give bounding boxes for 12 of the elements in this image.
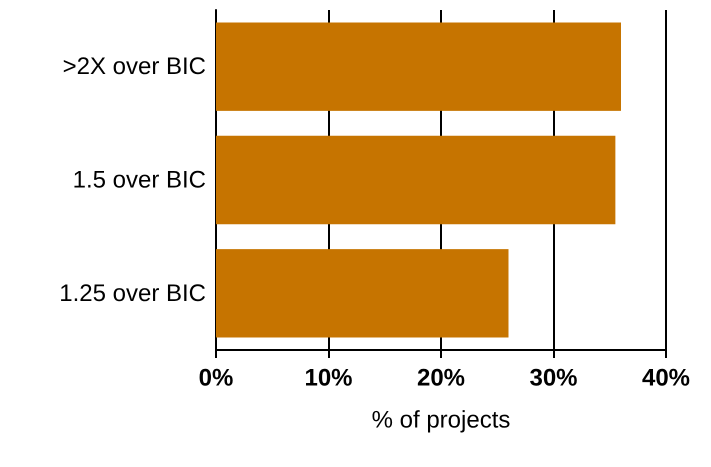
x-axis-title: % of projects bbox=[372, 406, 510, 434]
x-tick-label: 20% bbox=[416, 364, 466, 392]
y-tick-label: 1.25 over BIC bbox=[59, 280, 206, 307]
bar bbox=[216, 136, 616, 224]
bar bbox=[216, 22, 621, 111]
y-tick-label: >2X over BIC bbox=[62, 53, 206, 80]
y-tick-label: 1.5 over BIC bbox=[72, 166, 206, 194]
x-tick-label: 30% bbox=[529, 364, 578, 392]
x-tick-label: 40% bbox=[642, 364, 690, 392]
bar bbox=[216, 249, 508, 338]
x-tick-label: 10% bbox=[304, 364, 353, 392]
x-tick-label: 0% bbox=[198, 364, 234, 392]
